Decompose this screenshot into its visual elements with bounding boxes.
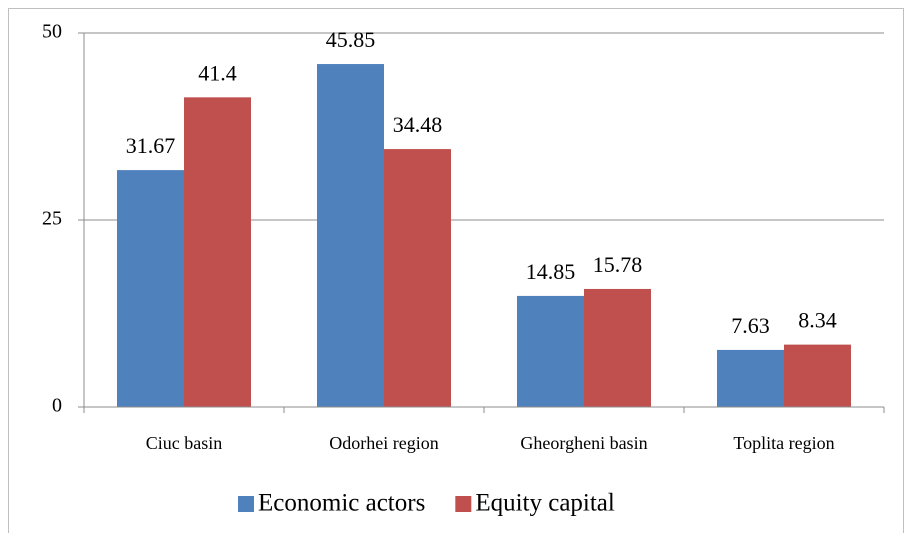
legend-label: Equity capital	[475, 490, 615, 517]
x-tick-label: Ciuc basin	[146, 433, 223, 453]
bar	[117, 170, 184, 407]
value-label: 8.34	[798, 308, 837, 333]
value-label: 31.67	[126, 133, 176, 158]
bar	[317, 64, 384, 408]
x-tick-label: Toplita region	[733, 433, 834, 453]
legend-swatch	[238, 496, 254, 512]
bar	[517, 295, 584, 407]
y-tick-label: 0	[52, 395, 62, 417]
y-tick-label: 25	[42, 208, 62, 230]
bar	[384, 149, 451, 407]
bar	[584, 288, 651, 407]
value-label: 14.85	[526, 259, 576, 284]
bar	[184, 97, 251, 407]
x-tick-label: Gheorgheni basin	[520, 433, 647, 453]
bar	[717, 349, 784, 407]
value-label: 45.85	[326, 27, 376, 52]
y-tick-label: 50	[42, 21, 62, 43]
chart-frame	[8, 8, 904, 533]
bar	[784, 344, 851, 407]
legend-swatch	[455, 496, 472, 512]
legend-label: Economic actors	[258, 490, 425, 517]
value-label: 7.63	[731, 313, 770, 338]
value-label: 34.48	[393, 112, 443, 137]
x-tick-label: Odorhei region	[329, 433, 438, 453]
value-label: 41.4	[198, 60, 237, 85]
value-label: 15.78	[593, 252, 643, 277]
